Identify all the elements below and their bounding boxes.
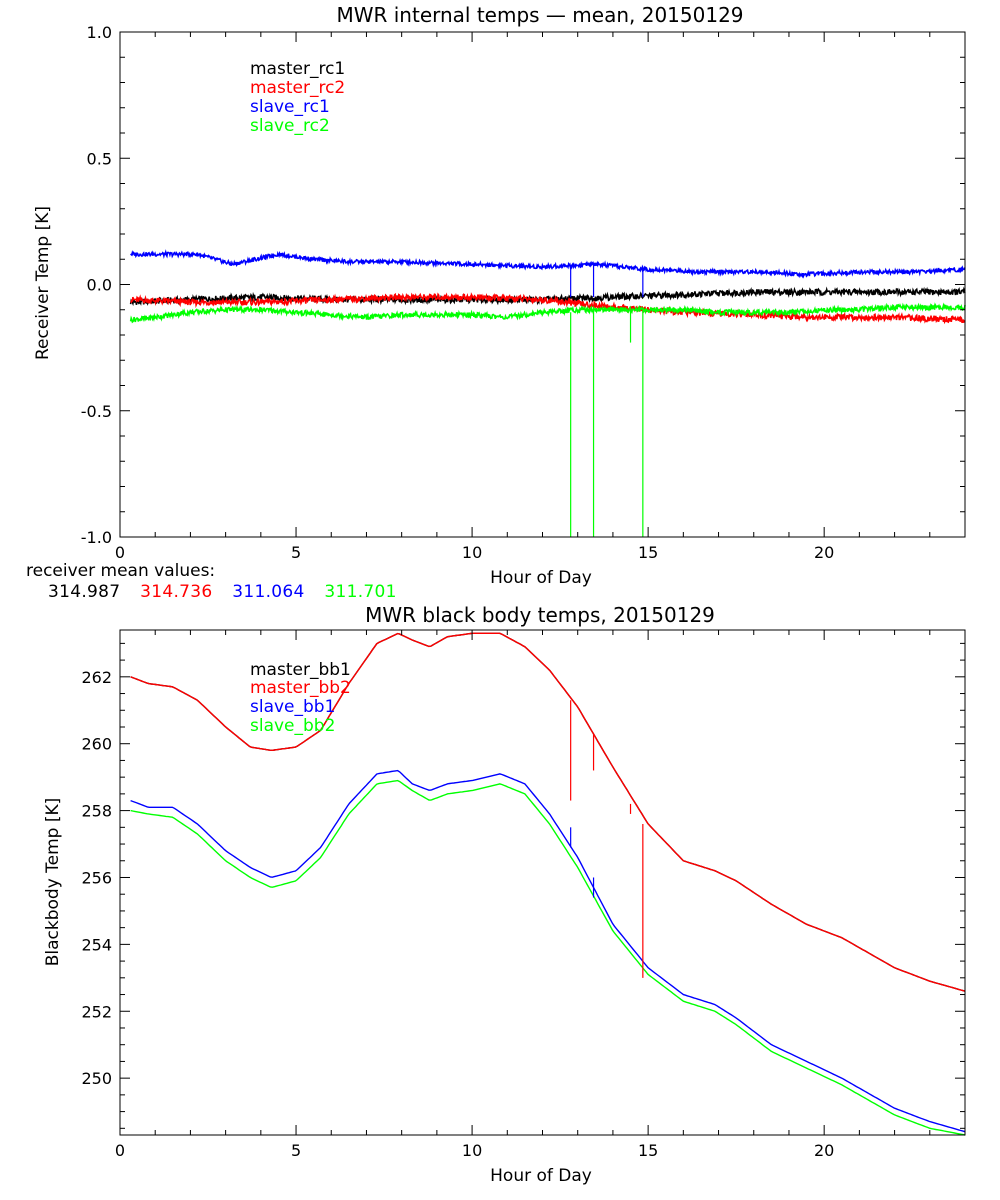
chart-title: MWR black body temps, 20150129 xyxy=(365,603,715,627)
y-tick-label: 250 xyxy=(81,1069,112,1088)
legend-entry-slave-bb2: slave_bb2 xyxy=(250,716,335,736)
x-tick-label: 20 xyxy=(814,1141,834,1160)
internal-temps-chart: MWR internal temps — mean, 20150129 Hour… xyxy=(33,3,966,588)
receiver-mean-values: 314.987 314.736 311.064 311.701 xyxy=(48,582,411,602)
x-axis-label: Hour of Day xyxy=(490,1166,592,1186)
x-tick-label: 20 xyxy=(814,543,834,562)
x-tick-label: 15 xyxy=(638,543,658,562)
series-line-master-rc2 xyxy=(130,292,966,325)
x-tick-label: 0 xyxy=(115,543,125,562)
legend-entry-slave-rc2: slave_rc2 xyxy=(250,116,330,136)
mean-value-master-rc1: 314.987 xyxy=(48,582,121,602)
blackbody-temps-chart: MWR black body temps, 20150129 Hour of D… xyxy=(43,603,966,1186)
plot-frame xyxy=(119,629,966,1136)
chart-title: MWR internal temps — mean, 20150129 xyxy=(336,3,743,27)
y-tick-label: 258 xyxy=(81,802,112,821)
y-axis-label: Blackbody Temp [K] xyxy=(43,798,63,967)
x-tick-label: 5 xyxy=(291,1141,301,1160)
y-tick-label: 256 xyxy=(81,868,112,887)
y-tick-label: 0.5 xyxy=(87,149,112,168)
legend-entry-slave-bb1: slave_bb1 xyxy=(250,697,335,717)
y-tick-label: 1.0 xyxy=(87,23,112,42)
x-tick-label: 10 xyxy=(462,543,482,562)
legend-entry-master-rc2: master_rc2 xyxy=(250,78,345,98)
y-tick-label: 260 xyxy=(81,735,112,754)
plot-frame xyxy=(119,31,966,538)
mean-value-slave-rc2: 311.701 xyxy=(324,582,397,602)
y-tick-label: 262 xyxy=(81,668,112,687)
series-line-master-bb2 xyxy=(130,632,966,992)
y-tick-label: -0.5 xyxy=(81,402,112,421)
y-tick-label: 254 xyxy=(81,935,112,954)
x-axis-label: Hour of Day xyxy=(490,568,592,588)
y-tick-label: 252 xyxy=(81,1002,112,1021)
legend-entry-master-bb1: master_bb1 xyxy=(250,660,351,680)
series-line-slave-bb2 xyxy=(130,779,966,1136)
x-tick-label: 10 xyxy=(462,1141,482,1160)
y-tick-label: 0.0 xyxy=(87,276,112,295)
series-line-slave-bb1 xyxy=(130,769,966,1133)
y-axis-label: Receiver Temp [K] xyxy=(33,206,53,360)
x-tick-label: 0 xyxy=(115,1141,125,1160)
mean-value-slave-rc1: 311.064 xyxy=(232,582,305,602)
y-tick-label: -1.0 xyxy=(81,528,112,547)
series-line-slave-rc1 xyxy=(130,249,966,279)
legend-entry-master-bb2: master_bb2 xyxy=(250,678,351,698)
mean-value-master-rc2: 314.736 xyxy=(140,582,213,602)
series-line-slave-rc2 xyxy=(129,302,966,324)
x-tick-label: 15 xyxy=(638,1141,658,1160)
receiver-mean-label: receiver mean values: xyxy=(26,561,216,581)
legend-entry-slave-rc1: slave_rc1 xyxy=(250,97,330,117)
x-tick-label: 5 xyxy=(291,543,301,562)
legend-entry-master-rc1: master_rc1 xyxy=(250,59,345,79)
